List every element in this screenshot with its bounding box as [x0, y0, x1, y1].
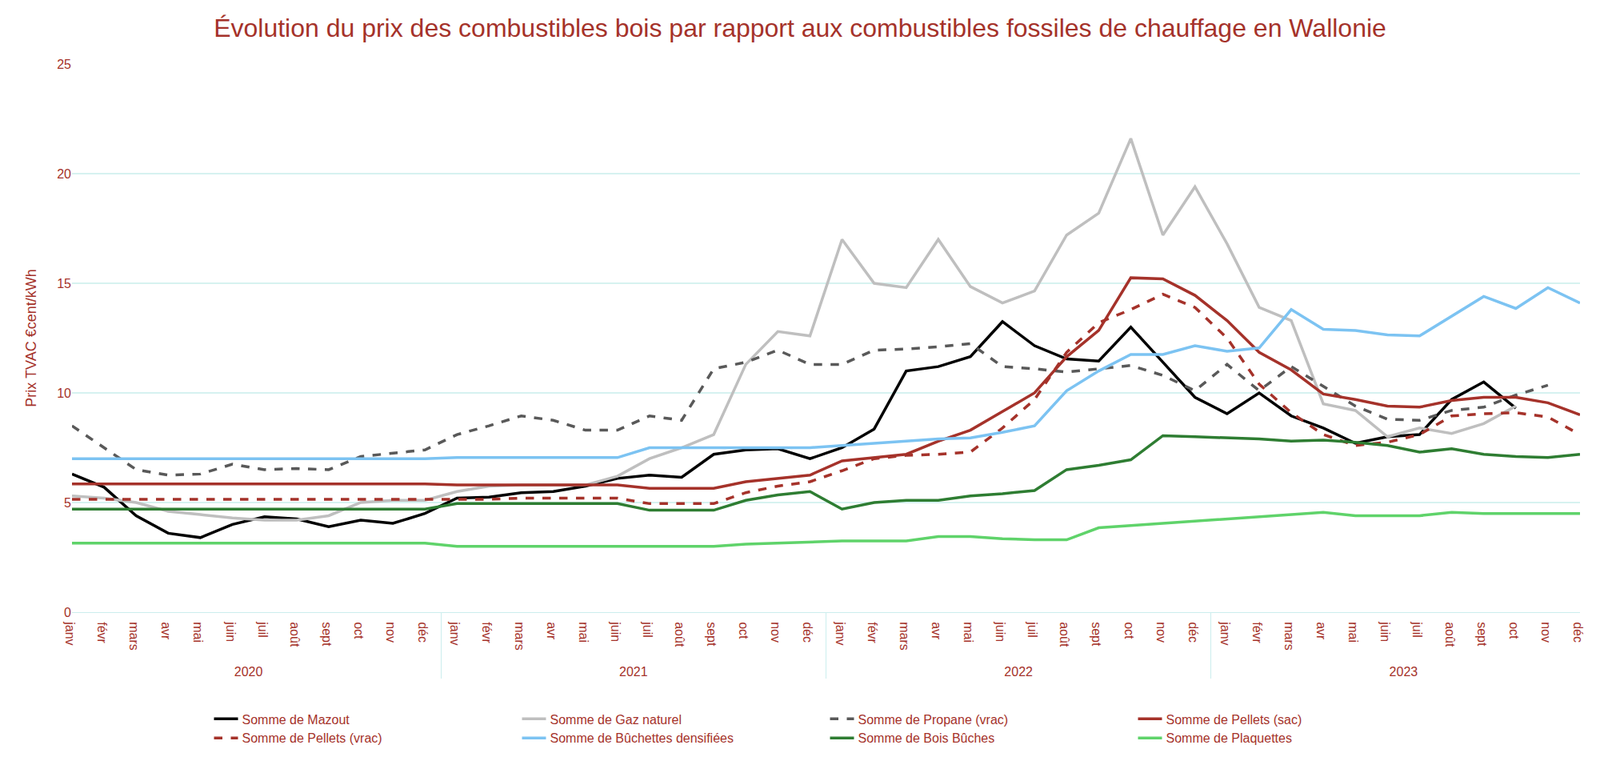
svg-text:mars: mars — [127, 621, 141, 651]
svg-text:avr: avr — [544, 621, 559, 640]
svg-text:Somme de Pellets (sac): Somme de Pellets (sac) — [1166, 712, 1303, 727]
svg-text:oct: oct — [1122, 621, 1136, 640]
svg-text:nov: nov — [1539, 621, 1553, 643]
svg-text:déc: déc — [1186, 621, 1200, 643]
svg-text:avr: avr — [1314, 621, 1328, 640]
svg-text:sept: sept — [320, 621, 334, 647]
svg-text:mars: mars — [1282, 621, 1296, 651]
svg-text:févr: févr — [95, 621, 109, 644]
svg-text:juin: juin — [608, 620, 623, 642]
svg-text:10: 10 — [56, 386, 72, 400]
svg-text:févr: févr — [1250, 621, 1264, 644]
svg-text:2022: 2022 — [1004, 664, 1033, 679]
svg-text:Évolution du prix des combusti: Évolution du prix des combustibles bois … — [213, 13, 1387, 43]
svg-text:20: 20 — [56, 167, 72, 181]
svg-text:oct: oct — [736, 621, 751, 640]
svg-text:janv: janv — [833, 620, 848, 645]
svg-text:nov: nov — [1154, 621, 1168, 643]
svg-text:mai: mai — [961, 621, 976, 643]
svg-text:2021: 2021 — [619, 664, 648, 679]
svg-text:mars: mars — [897, 621, 912, 651]
svg-text:févr: févr — [480, 621, 494, 644]
svg-text:Somme de Bûchettes densifiées: Somme de Bûchettes densifiées — [550, 731, 734, 745]
svg-text:juin: juin — [993, 620, 1008, 642]
svg-text:Somme de Propane (vrac): Somme de Propane (vrac) — [858, 712, 1009, 727]
svg-text:août: août — [1057, 621, 1072, 648]
svg-text:mai: mai — [191, 621, 205, 643]
svg-text:août: août — [672, 621, 687, 648]
svg-text:15: 15 — [56, 276, 72, 291]
svg-text:juil: juil — [1025, 620, 1040, 638]
svg-text:déc: déc — [800, 621, 815, 643]
svg-text:Somme de Pellets (vrac): Somme de Pellets (vrac) — [242, 731, 383, 745]
svg-text:juil: juil — [640, 620, 655, 638]
svg-text:oct: oct — [1507, 621, 1521, 640]
svg-text:nov: nov — [384, 621, 398, 643]
svg-text:févr: févr — [865, 621, 880, 644]
svg-text:5: 5 — [64, 496, 72, 510]
svg-text:janv: janv — [63, 620, 77, 645]
svg-text:sept: sept — [704, 621, 719, 647]
svg-text:oct: oct — [352, 621, 366, 640]
svg-text:Somme de Bois Bûches: Somme de Bois Bûches — [858, 731, 996, 745]
svg-text:nov: nov — [768, 621, 783, 643]
svg-text:déc: déc — [416, 621, 430, 643]
svg-text:mai: mai — [1346, 621, 1360, 643]
svg-text:mars: mars — [512, 621, 526, 651]
svg-text:25: 25 — [56, 57, 72, 72]
svg-text:août: août — [1443, 621, 1457, 648]
svg-text:mai: mai — [576, 621, 591, 643]
svg-text:juil: juil — [1410, 620, 1424, 638]
svg-text:Somme de Plaquettes: Somme de Plaquettes — [1166, 731, 1292, 745]
svg-text:0: 0 — [64, 605, 72, 620]
svg-text:janv: janv — [448, 620, 462, 645]
svg-text:2020: 2020 — [234, 664, 264, 679]
svg-text:juil: juil — [256, 620, 270, 638]
svg-text:2023: 2023 — [1389, 664, 1419, 679]
svg-text:août: août — [288, 621, 302, 648]
svg-text:déc: déc — [1571, 621, 1585, 643]
svg-text:juin: juin — [1378, 620, 1392, 642]
svg-text:sept: sept — [1475, 621, 1489, 647]
svg-text:janv: janv — [1218, 620, 1232, 645]
svg-text:Somme de Mazout: Somme de Mazout — [242, 712, 351, 727]
svg-text:Prix TVAC €cent/kWh: Prix TVAC €cent/kWh — [23, 268, 40, 407]
svg-text:avr: avr — [159, 621, 173, 640]
svg-text:avr: avr — [929, 621, 944, 640]
svg-text:juin: juin — [224, 620, 238, 642]
svg-text:sept: sept — [1089, 621, 1104, 647]
svg-text:Somme de Gaz naturel: Somme de Gaz naturel — [550, 712, 683, 727]
